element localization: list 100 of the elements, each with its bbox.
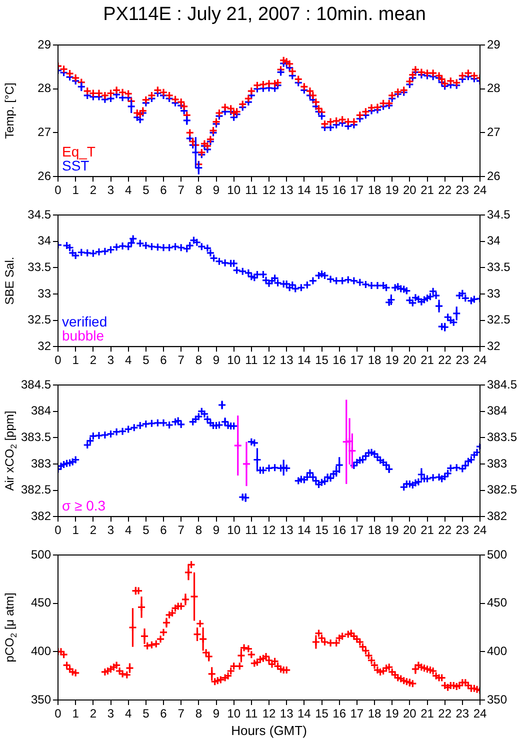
x-tick-label: 5 (142, 706, 150, 721)
x-tick-label: 14 (297, 353, 312, 368)
y-tick-label: 28 (38, 81, 52, 96)
x-tick-label: 5 (142, 353, 150, 368)
y-tick-label: 383 (30, 456, 52, 470)
x-tick-label: 18 (368, 183, 382, 198)
x-tick-label: 1 (72, 523, 80, 538)
x-tick-label: 20 (402, 353, 417, 368)
x-tick-label: 6 (160, 353, 168, 368)
x-tick-label: 16 (332, 353, 346, 368)
text: Eq_T (62, 143, 96, 160)
x-tick-label: 0 (54, 706, 62, 721)
x-tick-label: 11 (245, 183, 258, 198)
x-tick-label: 1 (72, 706, 80, 721)
x-tick-label: 13 (280, 353, 294, 368)
y-tick-label: 382.5 (20, 482, 52, 497)
x-tick-label: 11 (245, 353, 258, 368)
x-tick-label: 8 (195, 353, 202, 368)
x-tick-label: 9 (212, 523, 220, 538)
x-tick-label: 2 (90, 523, 97, 538)
x-tick-label: 15 (315, 706, 329, 721)
y-tick-label: 450 (30, 596, 52, 610)
x-tick-label: 21 (420, 523, 434, 538)
y-tick-label: 384.5 (20, 377, 52, 392)
y2-tick-label: 500 (487, 547, 508, 562)
y2-tick-label: 33 (487, 286, 501, 300)
x-tick-label: 5 (142, 183, 150, 198)
x-tick-label: 9 (212, 706, 220, 721)
x-tick-label: 17 (350, 183, 364, 198)
x-tick-label: 21 (420, 706, 434, 721)
y-tick-label: 33.5 (28, 260, 52, 274)
y2-tick-label: 32.5 (487, 312, 511, 327)
x-tick-label: 13 (280, 523, 294, 538)
chart-title: PX114E : July 21, 2007 : 10min. mean (102, 3, 427, 27)
y-tick-label: 32 (38, 338, 52, 353)
y-tick-label: 26 (38, 168, 52, 183)
x-tick-label: 6 (160, 523, 168, 538)
x-tick-label: 7 (178, 706, 185, 721)
x-tick-label: 24 (473, 523, 487, 538)
x-tick-label: 20 (402, 523, 417, 538)
y2-tick-label: 28 (487, 81, 501, 96)
y2-tick-label: 27 (487, 125, 501, 140)
x-tick-label: 19 (385, 523, 400, 538)
x-tick-label: 12 (262, 183, 276, 198)
x-tick-label: 16 (332, 183, 346, 198)
x-tick-label: 15 (315, 523, 329, 538)
x-tick-label: 18 (368, 706, 382, 721)
x-tick-label: 24 (473, 183, 487, 198)
x-tick-label: 1 (72, 183, 80, 198)
x-tick-label: 0 (54, 523, 62, 538)
y-tick-label: 400 (30, 644, 52, 658)
y2-tick-label: 400 (487, 644, 508, 658)
x-tick-label: 2 (90, 353, 97, 368)
x-tick-label: 4 (124, 523, 132, 538)
y2-tick-label: 383.5 (487, 430, 518, 444)
x-tick-label: 12 (262, 706, 276, 721)
x-tick-label: 6 (160, 183, 168, 198)
x-tick-label: 3 (107, 353, 114, 368)
x-tick-label: 3 (107, 706, 114, 721)
x-tick-label: 11 (245, 706, 258, 721)
y-tick-label: 350 (30, 692, 52, 706)
text: σ ≥ 0.3 (62, 497, 106, 514)
x-tick-label: 8 (195, 706, 202, 721)
y-tick-label: 33 (38, 286, 52, 300)
x-tick-label: 22 (438, 706, 452, 721)
x-tick-label: 12 (262, 523, 276, 538)
y-axis-title: SBE Sal. (2, 256, 16, 305)
x-tick-label: 24 (473, 353, 487, 368)
x-tick-label: 10 (227, 353, 241, 368)
x-tick-label: 8 (195, 183, 202, 198)
x-tick-label: 22 (438, 523, 452, 538)
y-tick-label: 500 (30, 547, 52, 562)
x-tick-label: 14 (297, 523, 312, 538)
y2-tick-label: 26 (487, 168, 501, 183)
y-tick-label: 34.5 (28, 207, 52, 222)
x-tick-label: 7 (178, 523, 185, 538)
x-tick-label: 9 (212, 353, 220, 368)
y-tick-label: 384 (30, 404, 52, 418)
y-tick-label: 383.5 (20, 430, 52, 444)
x-tick-label: 7 (178, 353, 185, 368)
x-tick-label: 22 (438, 353, 452, 368)
x-tick-label: 21 (420, 183, 434, 198)
x-tick-label: 11 (245, 523, 258, 538)
x-tick-label: 13 (280, 706, 294, 721)
y2-tick-label: 384 (487, 404, 508, 418)
x-tick-label: 12 (262, 353, 276, 368)
x-tick-label: 23 (456, 523, 470, 538)
x-tick-label: 24 (473, 706, 487, 721)
y-tick-label: 27 (38, 125, 52, 140)
x-tick-label: 16 (332, 523, 346, 538)
y-axis-title: Temp. [°C] (2, 82, 16, 139)
y-tick-label: 32.5 (28, 312, 52, 327)
x-axis-title: Hours (GMT) (231, 722, 307, 738)
x-tick-label: 13 (280, 183, 294, 198)
x-tick-label: 1 (72, 353, 80, 368)
x-tick-label: 8 (195, 523, 202, 538)
y-tick-label: 382 (30, 508, 52, 523)
y2-tick-label: 33.5 (487, 260, 511, 274)
y2-tick-label: 382 (487, 508, 508, 523)
x-tick-label: 18 (368, 353, 382, 368)
